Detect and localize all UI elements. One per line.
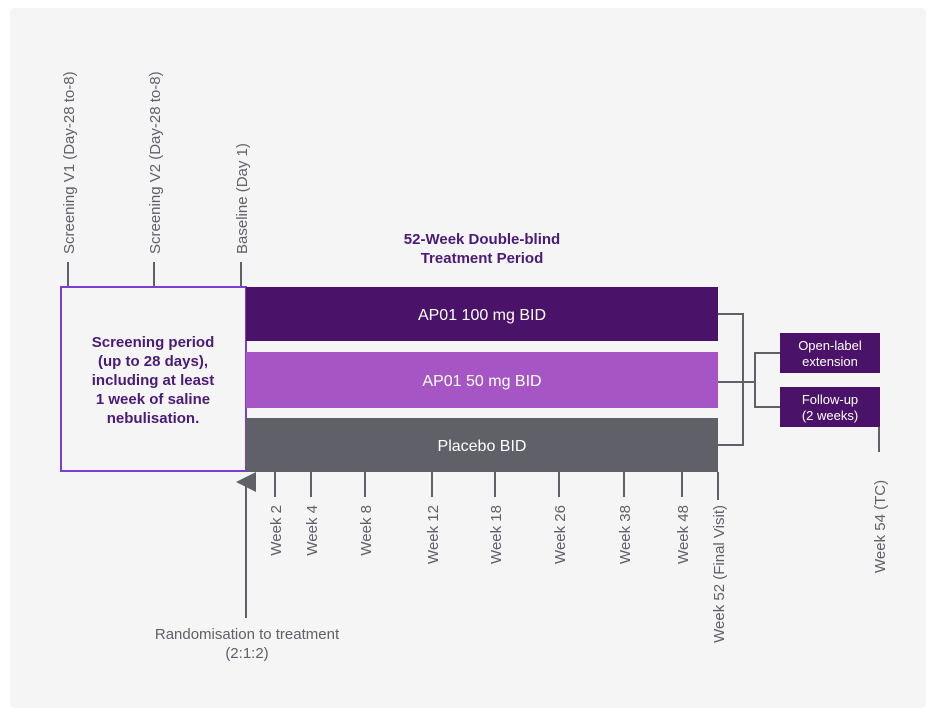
screening-text-line: including at least: [92, 372, 215, 389]
week-label: Week 38: [617, 505, 634, 564]
week-label: Week 48: [675, 505, 692, 564]
connector-lines: [718, 313, 880, 452]
period-title-line1: 52-Week Double-blind: [404, 231, 560, 248]
week-label: Week 2: [268, 505, 285, 556]
week-timeline: Week 2 Week 4 Week 8 Week 12 Week 18 Week 26 W…: [268, 472, 728, 643]
milestone-baseline: Baseline (Day 1): [234, 143, 251, 254]
screening-text-line: Screening period: [92, 334, 215, 351]
arm-bar-placebo: [246, 418, 718, 472]
milestone-screening-v1: Screening V1 (Day-28 to-8): [61, 71, 78, 254]
follow-up-text: (2 weeks): [802, 408, 858, 423]
open-label-extension-box: [780, 333, 880, 373]
week-label: Week 18: [488, 505, 505, 564]
screening-text-line: nebulisation.: [107, 410, 200, 427]
arm-label-100mg: AP01 100 mg BID: [418, 307, 546, 324]
week-label: Week 12: [425, 505, 442, 564]
follow-up-box: [780, 387, 880, 427]
arm-label-placebo: Placebo BID: [438, 438, 527, 455]
period-title-line2: Treatment Period: [421, 250, 544, 267]
screening-text-line: 1 week of saline: [96, 391, 210, 408]
week-label: Week 4: [304, 505, 321, 556]
randomisation-ratio: (2:1:2): [225, 645, 268, 662]
week-label: Week 52 (Final Visit): [711, 505, 728, 643]
arm-label-50mg: AP01 50 mg BID: [422, 373, 541, 390]
arm-bar-100mg: [246, 287, 718, 341]
milestone-screening-v2: Screening V2 (Day-28 to-8): [147, 71, 164, 254]
open-label-text: extension: [802, 354, 858, 369]
screening-text-line: (up to 28 days),: [98, 353, 208, 370]
randomisation-label: Randomisation to treatment: [155, 626, 340, 643]
arm-bar-50mg: [246, 352, 718, 408]
week-label: Week 26: [552, 505, 569, 564]
week-label: Week 8: [358, 505, 375, 556]
week-54-label: Week 54 (TC): [872, 480, 889, 573]
screening-period-box: Screening period (up to 28 days), includ…: [60, 286, 247, 472]
follow-up-text: Follow-up: [802, 392, 858, 407]
open-label-text: Open-label: [798, 338, 862, 353]
top-milestones: Screening V1 (Day-28 to-8) Screening V2 …: [61, 71, 251, 287]
